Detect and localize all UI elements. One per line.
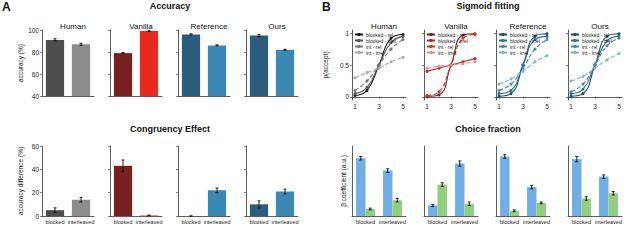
svg-text:int - irrel: int - irrel — [510, 50, 528, 56]
svg-text:0: 0 — [345, 93, 349, 100]
svg-text:interleaved: interleaved — [523, 219, 550, 225]
svg-text:blocked: blocked — [428, 219, 447, 225]
svg-text:1: 1 — [569, 103, 573, 110]
svg-text:β coefficient (a.u.): β coefficient (a.u.) — [340, 155, 348, 207]
svg-text:accuracy difference (%): accuracy difference (%) — [17, 147, 25, 215]
svg-text:blocked - irrel: blocked - irrel — [438, 37, 468, 44]
svg-text:int - irrel: int - irrel — [366, 50, 384, 56]
svg-text:40: 40 — [32, 93, 40, 100]
svg-text:80: 80 — [32, 49, 40, 56]
svg-text:Vanilla: Vanilla — [129, 22, 153, 31]
svg-text:int - irrel: int - irrel — [582, 50, 600, 56]
svg-text:interleaved: interleaved — [68, 219, 95, 225]
svg-text:20: 20 — [32, 189, 40, 196]
svg-text:interleaved: interleaved — [379, 219, 406, 225]
svg-text:60: 60 — [32, 143, 40, 150]
svg-text:int - rel: int - rel — [366, 43, 382, 50]
svg-text:blocked: blocked — [356, 219, 375, 225]
svg-text:1: 1 — [425, 103, 429, 110]
svg-text:interleaved: interleaved — [451, 219, 478, 225]
svg-text:blocked: blocked — [572, 219, 591, 225]
svg-text:interleaved: interleaved — [204, 219, 231, 225]
svg-text:blocked - rel: blocked - rel — [582, 31, 610, 38]
svg-text:60: 60 — [32, 71, 40, 78]
svg-text:Human: Human — [60, 22, 86, 31]
svg-text:int - rel: int - rel — [438, 43, 454, 50]
svg-text:5: 5 — [401, 103, 405, 110]
svg-text:interleaved: interleaved — [136, 219, 163, 225]
svg-text:5: 5 — [473, 103, 477, 110]
svg-text:3: 3 — [521, 103, 525, 110]
html-text:Choice fraction: Choice fraction — [455, 124, 521, 134]
svg-text:blocked - irrel: blocked - irrel — [510, 37, 540, 44]
svg-text:blocked: blocked — [500, 219, 519, 225]
svg-text:int - rel: int - rel — [582, 43, 598, 50]
svg-text:int - irrel: int - irrel — [438, 50, 456, 56]
svg-text:interleaved: interleaved — [595, 219, 622, 225]
svg-text:blocked: blocked — [182, 219, 201, 225]
html-text:A: A — [2, 0, 11, 14]
svg-text:3: 3 — [377, 103, 381, 110]
svg-text:p(accept): p(accept) — [322, 51, 330, 78]
svg-text:blocked: blocked — [250, 219, 269, 225]
html-text:Congruency Effect: Congruency Effect — [130, 124, 210, 134]
svg-text:0.5: 0.5 — [340, 62, 349, 69]
html-text:Sigmoid fitting: Sigmoid fitting — [456, 1, 520, 11]
svg-text:blocked - rel: blocked - rel — [366, 31, 394, 38]
svg-text:blocked - irrel: blocked - irrel — [366, 37, 396, 44]
svg-text:blocked: blocked — [114, 219, 133, 225]
svg-text:interleaved: interleaved — [272, 219, 299, 225]
svg-text:Ours: Ours — [591, 22, 608, 31]
svg-text:blocked - rel: blocked - rel — [438, 31, 466, 38]
svg-text:5: 5 — [617, 103, 621, 110]
svg-text:100: 100 — [28, 27, 39, 34]
svg-text:3: 3 — [449, 103, 453, 110]
svg-text:Ours: Ours — [268, 22, 285, 31]
svg-text:3: 3 — [593, 103, 597, 110]
svg-text:1: 1 — [345, 30, 349, 37]
svg-text:0: 0 — [35, 213, 39, 220]
svg-text:blocked: blocked — [46, 219, 65, 225]
svg-text:blocked - rel: blocked - rel — [510, 31, 538, 38]
svg-text:5: 5 — [545, 103, 549, 110]
svg-text:int - rel: int - rel — [510, 43, 526, 50]
svg-text:1: 1 — [353, 103, 357, 110]
svg-text:Human: Human — [371, 22, 397, 31]
svg-text:40: 40 — [32, 166, 40, 173]
html-text:B: B — [322, 0, 331, 14]
svg-text:Reference: Reference — [191, 22, 228, 31]
svg-text:Reference: Reference — [510, 22, 547, 31]
html-text:Accuracy: Accuracy — [149, 1, 191, 11]
svg-text:accuracy (%): accuracy (%) — [17, 44, 25, 82]
svg-text:blocked - irrel: blocked - irrel — [582, 37, 612, 44]
svg-text:Vanilla: Vanilla — [444, 22, 468, 31]
svg-text:1: 1 — [497, 103, 501, 110]
